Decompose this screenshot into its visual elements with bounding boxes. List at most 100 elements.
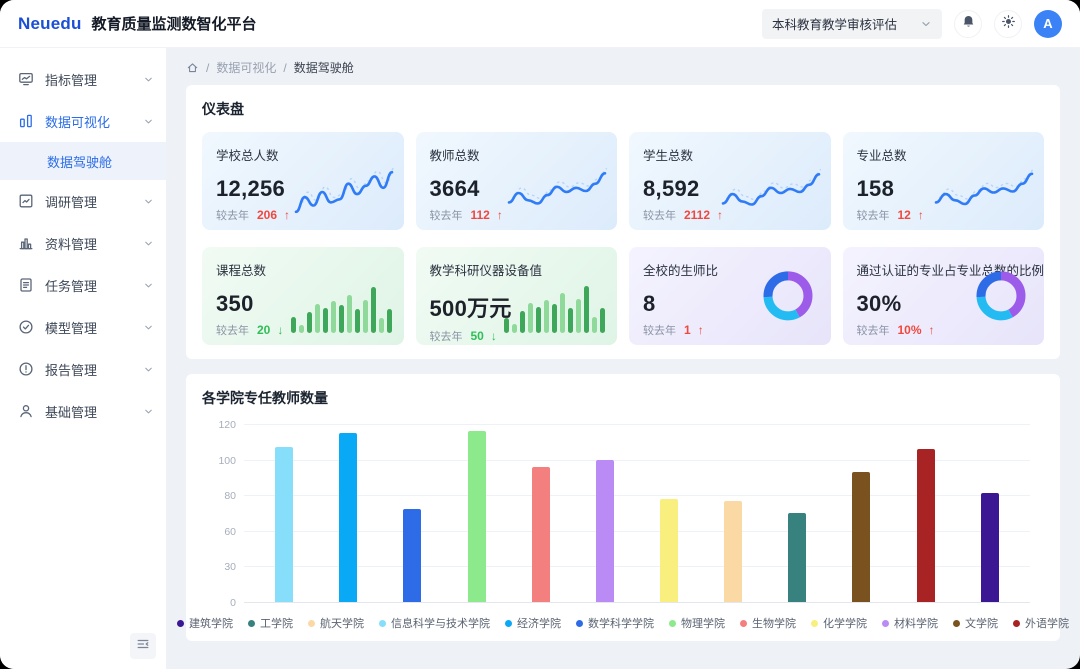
breadcrumb-separator: / [283, 60, 287, 75]
bar-工学院 [788, 513, 807, 602]
gauge-icon [18, 71, 34, 87]
app-title: 教育质量监测数智化平台 [91, 16, 257, 33]
stat-card-compare: 较去年 206 ↑ [216, 207, 390, 223]
sidebar: 指标管理 数据可视化数据驾驶舱调研管理资料管理任务管理 模型管理报告管理基础管理 [0, 48, 166, 669]
legend-dot [953, 619, 960, 627]
collapse-icon [136, 637, 150, 656]
down-arrow-icon: ↓ [490, 329, 497, 343]
stat-card-4: 课程总数 350 较去年 20 ↓ [202, 247, 404, 345]
bar-chart-icon [18, 113, 34, 129]
bar-生物学院 [531, 466, 550, 602]
stat-card-value: 3664 [429, 176, 480, 201]
down-arrow-icon: ↓ [277, 323, 284, 337]
legend-item-数学科学学院[interactable]: 数学科学学院 [576, 615, 654, 631]
legend-item-生物学院[interactable]: 生物学院 [740, 615, 796, 631]
compare-label: 较去年 [856, 210, 890, 222]
legend-dot [248, 619, 255, 627]
bar-材料学院 [595, 459, 614, 602]
y-axis-tick: 0 [230, 597, 236, 609]
bar-数学科学学院 [403, 509, 422, 602]
sidebar-item-5[interactable]: 模型管理 [0, 306, 166, 348]
legend-label: 外语学院 [1025, 618, 1069, 630]
trend-donut [974, 269, 1028, 328]
stat-card-5: 教学科研仪器设备值 500万元较去年 50 ↓ [415, 247, 617, 345]
breadcrumb-item[interactable]: 数据可视化 [216, 61, 277, 75]
change-value: 1 ↑ [684, 323, 704, 337]
legend-item-航天学院[interactable]: 航天学院 [308, 615, 364, 631]
header-actions: 本科教育教学审核评估 A [762, 8, 1062, 39]
home-icon[interactable] [186, 61, 199, 74]
sidebar-collapse-button[interactable] [130, 633, 156, 659]
legend-dot [379, 619, 386, 627]
trend-sparkline [294, 166, 394, 214]
sidebar-item-3[interactable]: 资料管理 [0, 222, 166, 264]
stat-card-compare: 较去年 112 ↑ [430, 207, 604, 223]
legend-item-信息科学与技术学院[interactable]: 信息科学与技术学院 [379, 615, 490, 631]
legend-item-经济学院[interactable]: 经济学院 [505, 615, 561, 631]
legend-dot [811, 619, 818, 627]
breadcrumb-item: 数据驾驶舱 [293, 61, 354, 75]
legend-item-外语学院[interactable]: 外语学院 [1013, 615, 1069, 631]
chevron-down-icon [143, 238, 154, 249]
chart-legend: 建筑学院 工学院 航天学院 信息科学与技术学院 经济学院 数学科学学院 物理学院 生物学院 化学… [177, 615, 1069, 631]
brand-logo: Neuedu [18, 13, 82, 33]
project-select[interactable]: 本科教育教学审核评估 [762, 8, 942, 39]
project-select-value: 本科教育教学审核评估 [772, 18, 898, 32]
bar-信息科学与技术学院 [275, 447, 294, 602]
chevron-down-icon [143, 322, 154, 333]
sidebar-item-label: 报告管理 [45, 362, 98, 378]
legend-item-材料学院[interactable]: 材料学院 [882, 615, 938, 631]
legend-label: 文学院 [965, 618, 998, 630]
up-arrow-icon: ↑ [284, 208, 291, 222]
main-content: / 数据可视化 / 数据驾驶舱 仪表盘 学校总人数 12,256 较去年 206 ↑ 教师总数… [166, 48, 1080, 669]
sidebar-item-0[interactable]: 指标管理 [0, 58, 166, 100]
legend-item-建筑学院[interactable]: 建筑学院 [177, 615, 233, 631]
stat-card-compare: 较去年 50 ↓ [430, 328, 604, 344]
sidebar-item-6[interactable]: 报告管理 [0, 348, 166, 390]
sidebar-item-2[interactable]: 调研管理 [0, 180, 166, 222]
up-arrow-icon: ↑ [928, 323, 935, 337]
sidebar-item-4[interactable]: 任务管理 [0, 264, 166, 306]
stat-card-value: 8,592 [643, 176, 700, 201]
sidebar-item-label: 资料管理 [45, 236, 98, 252]
sidebar-subitem[interactable]: 数据驾驶舱 [0, 142, 166, 180]
sidebar-subitem-label: 数据驾驶舱 [47, 154, 113, 170]
stat-card-6: 全校的生师比 8 较去年 1 ↑ [629, 247, 831, 345]
sidebar-item-label: 调研管理 [45, 194, 98, 210]
sidebar-item-1[interactable]: 数据可视化 [0, 100, 166, 142]
change-value: 206 ↑ [257, 208, 291, 222]
trend-sparkline [721, 168, 821, 206]
legend-item-工学院[interactable]: 工学院 [248, 615, 293, 631]
stat-card-title: 教学科研仪器设备值 [429, 264, 543, 278]
sidebar-menu: 指标管理 数据可视化数据驾驶舱调研管理资料管理任务管理 模型管理报告管理基础管理 [0, 58, 166, 432]
bar-化学学院 [660, 498, 679, 602]
legend-label: 信息科学与技术学院 [391, 618, 490, 630]
stat-card-compare: 较去年 12 ↑ [857, 207, 1031, 223]
user-avatar[interactable]: A [1034, 9, 1062, 38]
notification-button[interactable] [954, 9, 982, 38]
stat-card-7: 通过认证的专业占专业总数的比例 30% 较去年 10% ↑ [842, 247, 1044, 345]
stat-cards-grid: 学校总人数 12,256 较去年 206 ↑ 教师总数 3664 较去年 112 ↑ 学生总数 8… [202, 132, 1044, 345]
stat-card-compare: 较去年 1 ↑ [643, 322, 817, 338]
survey-icon [18, 193, 34, 209]
stat-card-title: 课程总数 [216, 264, 267, 278]
chevron-down-icon [143, 196, 154, 207]
y-axis-tick: 80 [224, 490, 236, 503]
bar-建筑学院 [980, 493, 999, 602]
legend-item-物理学院[interactable]: 物理学院 [669, 615, 725, 631]
legend-item-化学学院[interactable]: 化学学院 [811, 615, 867, 631]
theme-toggle-button[interactable] [994, 9, 1022, 38]
compare-label: 较去年 [643, 325, 676, 337]
y-axis-tick: 100 [218, 454, 236, 467]
sidebar-item-7[interactable]: 基础管理 [0, 390, 166, 432]
gridline: 120 [218, 419, 1030, 431]
histogram-icon [18, 235, 34, 251]
gridline: 0 [230, 597, 1030, 609]
legend-item-文学院[interactable]: 文学院 [953, 615, 998, 631]
bar-外语学院 [916, 448, 935, 602]
change-value: 12 ↑ [897, 208, 924, 222]
stat-card-title: 学生总数 [643, 149, 694, 163]
stat-card-0: 学校总人数 12,256 较去年 206 ↑ [202, 132, 404, 230]
stat-card-value: 500万元 [429, 296, 512, 321]
